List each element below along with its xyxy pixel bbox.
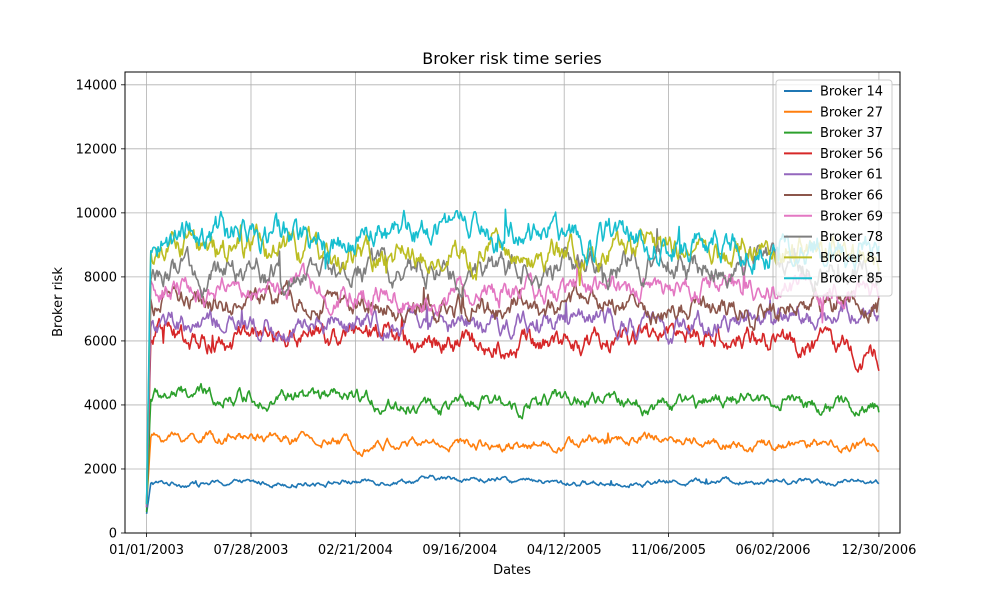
legend-label: Broker 14 [820,85,883,100]
legend-label: Broker 85 [820,272,883,287]
legend-label: Broker 69 [820,209,883,224]
y-tick-label: 2000 [84,462,117,477]
series-line [145,316,880,508]
y-tick-label: 8000 [84,270,117,285]
y-tick-label: 0 [109,527,117,542]
legend-label: Broker 66 [820,189,883,204]
legend-box [775,79,893,297]
legend-label: Broker 27 [820,105,883,120]
series-line [145,208,880,505]
x-tick-label: 11/06/2005 [631,543,706,558]
x-tick-label: 04/12/2005 [527,543,602,558]
series-layer [145,208,880,514]
x-tick-label: 07/28/2003 [214,543,289,558]
legend-label: Broker 37 [820,126,883,141]
x-axis: 01/01/2003 07/28/2003 02/21/2004 09/16/2004… [109,533,916,558]
legend: Broker 14 Broker 27 Broker 37 Broker 56 Brok… [775,79,893,297]
y-axis-label: Broker risk [51,267,66,337]
y-tick-label: 14000 [76,78,117,93]
series-line [145,474,880,514]
series-line [145,430,880,505]
x-tick-label: 12/30/2006 [841,543,916,558]
legend-label: Broker 61 [820,168,883,183]
y-tick-label: 4000 [84,398,117,413]
x-axis-label: Dates [493,563,531,578]
plot-frame [124,71,901,534]
x-tick-label: 02/21/2004 [318,543,393,558]
series-line [145,279,880,505]
y-tick-label: 12000 [76,142,117,157]
x-tick-label: 01/01/2003 [109,543,184,558]
chart-title: Broker risk time series [422,49,602,68]
legend-label: Broker 56 [820,147,883,162]
x-tick-label: 06/02/2006 [736,543,811,558]
y-axis: 0 2000 4000 6000 8000 10000 12000 14000 [76,78,125,542]
series-line [145,382,880,513]
legend-label: Broker 78 [820,230,883,245]
legend-label: Broker 81 [820,251,883,266]
y-tick-label: 6000 [84,334,117,349]
x-tick-label: 09/16/2004 [422,543,497,558]
y-tick-label: 10000 [76,206,117,221]
